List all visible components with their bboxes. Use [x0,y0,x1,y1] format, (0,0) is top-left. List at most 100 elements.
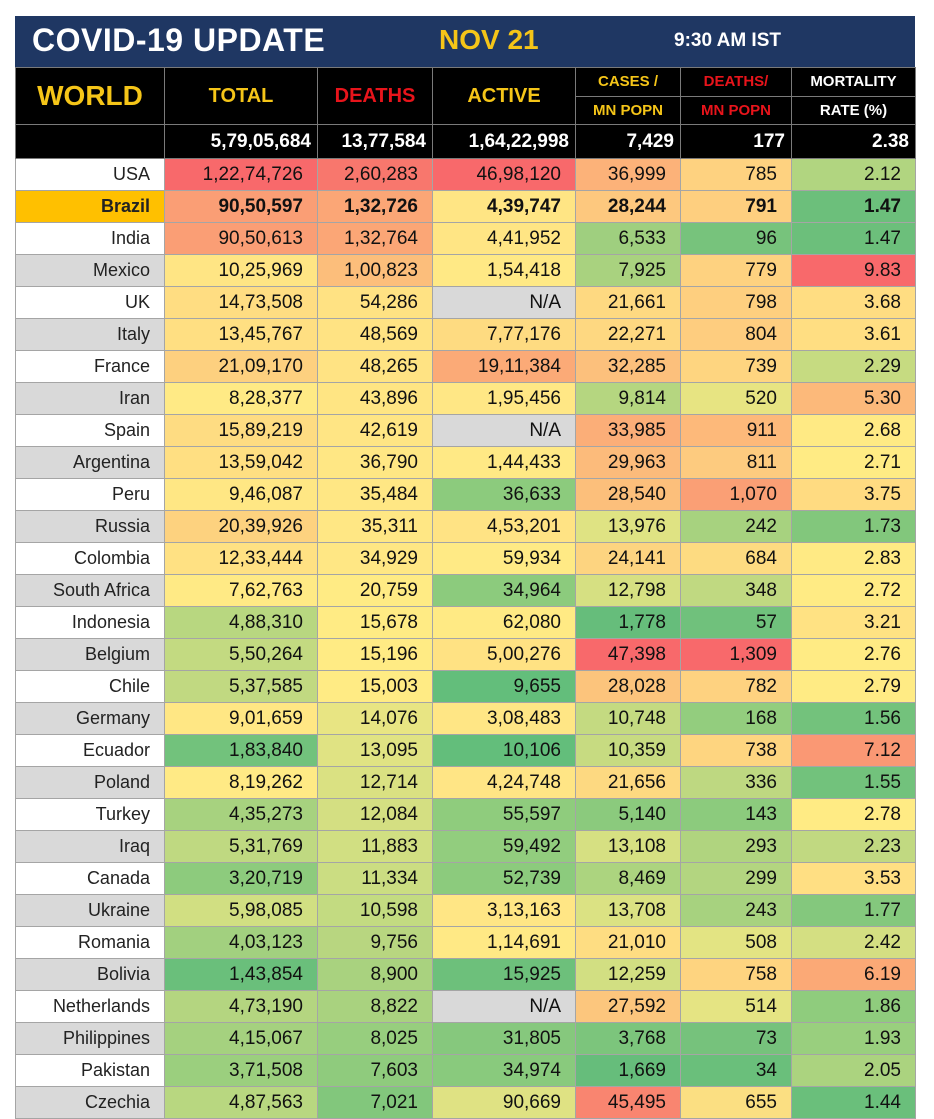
total-cell: 8,19,262 [164,766,318,799]
deaths-cell: 48,569 [317,318,433,351]
deaths-mn-cell: 811 [680,446,792,479]
mortality-cell: 1.86 [791,990,916,1023]
covid-table: WORLD TOTAL DEATHS ACTIVE CASES / DEATHS… [15,67,916,1119]
mortality-cell: 2.29 [791,350,916,383]
total-cell: 20,39,926 [164,510,318,543]
covid-update-card: COVID-19 UPDATE NOV 21 9:30 AM IST WORLD… [15,16,916,1119]
country-cell: UK [15,286,165,319]
active-cell: 4,53,201 [432,510,576,543]
mortality-cell: 1.73 [791,510,916,543]
deaths-mn-cell: 242 [680,510,792,543]
deaths-cell: 10,598 [317,894,433,927]
mortality-cell: 2.68 [791,414,916,447]
active-cell: N/A [432,414,576,447]
mortality-cell: 3.21 [791,606,916,639]
mortality-cell: 2.83 [791,542,916,575]
deaths-mn-cell: 785 [680,158,792,191]
country-cell: Turkey [15,798,165,831]
deaths-mn-cell: 520 [680,382,792,415]
table-row: Peru 9,46,087 35,484 36,633 28,540 1,070 3.75 [15,478,916,511]
country-cell: Brazil [15,190,165,223]
deaths-cell: 34,929 [317,542,433,575]
cases-mn-cell: 28,540 [575,478,681,511]
deaths-cell: 8,822 [317,990,433,1023]
active-cell: 34,974 [432,1054,576,1087]
table-row: USA 1,22,74,726 2,60,283 46,98,120 36,999 785… [15,158,916,191]
active-cell: 1,54,418 [432,254,576,287]
deaths-cell: 9,756 [317,926,433,959]
cases-mn-cell: 21,010 [575,926,681,959]
cases-mn-cell: 24,141 [575,542,681,575]
deaths-mn-cell: 684 [680,542,792,575]
deaths-cell: 2,60,283 [317,158,433,191]
total-cell: 4,03,123 [164,926,318,959]
deaths-mn-cell: 1,309 [680,638,792,671]
mortality-cell: 2.42 [791,926,916,959]
page-title: COVID-19 UPDATE [32,22,326,58]
total-cell: 4,87,563 [164,1086,318,1119]
total-cell: 4,35,273 [164,798,318,831]
cases-mn-cell: 7,925 [575,254,681,287]
deaths-cell: 1,32,726 [317,190,433,223]
deaths-cell: 35,311 [317,510,433,543]
mortality-cell: 3.68 [791,286,916,319]
total-cell: 4,88,310 [164,606,318,639]
deaths-mn-cell: 336 [680,766,792,799]
active-cell: 4,24,748 [432,766,576,799]
cases-mn-cell: 3,768 [575,1022,681,1055]
active-cell: 9,655 [432,670,576,703]
cases-mn-cell: 47,398 [575,638,681,671]
deaths-cell: 13,095 [317,734,433,767]
deaths-cell: 8,025 [317,1022,433,1055]
cases-mn-cell: 29,963 [575,446,681,479]
deaths-cell: 8,900 [317,958,433,991]
active-cell: 59,492 [432,830,576,863]
mortality-cell: 1.77 [791,894,916,927]
mortality-cell: 3.53 [791,862,916,895]
total-cell: 13,59,042 [164,446,318,479]
country-cell: India [15,222,165,255]
deaths-cell: 20,759 [317,574,433,607]
deaths-mn-cell: 57 [680,606,792,639]
mortality-cell: 1.93 [791,1022,916,1055]
country-cell: Italy [15,318,165,351]
deaths-cell: 54,286 [317,286,433,319]
country-cell: Iran [15,382,165,415]
header-mortality-bottom: RATE (%) [791,95,916,125]
total-cell: 5,98,085 [164,894,318,927]
deaths-cell: 15,678 [317,606,433,639]
deaths-mn-cell: 34 [680,1054,792,1087]
cases-mn-cell: 8,469 [575,862,681,895]
total-cell: 1,83,840 [164,734,318,767]
cases-mn-cell: 13,976 [575,510,681,543]
deaths-cell: 7,021 [317,1086,433,1119]
table-row: UK 14,73,508 54,286 N/A 21,661 798 3.68 [15,286,916,319]
world-label: WORLD [15,67,165,125]
header-deaths-mn-top: DEATHS/ [680,67,792,97]
country-cell: Pakistan [15,1054,165,1087]
total-cell: 5,31,769 [164,830,318,863]
total-cell: 90,50,597 [164,190,318,223]
table-row: Iraq 5,31,769 11,883 59,492 13,108 293 2.23 [15,830,916,863]
mortality-cell: 7.12 [791,734,916,767]
total-cell: 15,89,219 [164,414,318,447]
deaths-mn-cell: 738 [680,734,792,767]
cases-mn-cell: 1,669 [575,1054,681,1087]
header-deaths: DEATHS [317,67,433,125]
country-cell: Peru [15,478,165,511]
world-total: 5,79,05,684 [164,124,318,159]
cases-mn-cell: 33,985 [575,414,681,447]
table-row: India 90,50,613 1,32,764 4,41,952 6,533 96 1.4… [15,222,916,255]
world-spacer [15,124,165,159]
total-cell: 9,46,087 [164,478,318,511]
total-cell: 14,73,508 [164,286,318,319]
deaths-mn-cell: 348 [680,574,792,607]
mortality-cell: 3.61 [791,318,916,351]
table-row: South Africa 7,62,763 20,759 34,964 12,798 34… [15,574,916,607]
total-cell: 9,01,659 [164,702,318,735]
country-cell: Colombia [15,542,165,575]
total-cell: 1,43,854 [164,958,318,991]
table-row: Chile 5,37,585 15,003 9,655 28,028 782 2.79 [15,670,916,703]
active-cell: 46,98,120 [432,158,576,191]
deaths-cell: 42,619 [317,414,433,447]
